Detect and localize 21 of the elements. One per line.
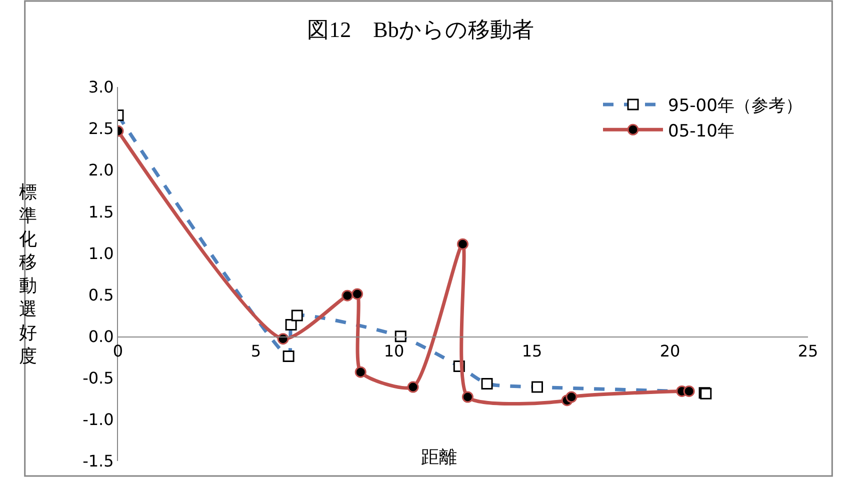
y-tick-label: 1.5 (88, 202, 114, 222)
x-tick-label: 5 (250, 342, 262, 361)
x-axis-title: 距離 (421, 447, 457, 468)
x-tick-label: 10 (384, 342, 404, 361)
chart-title: 図12 Bbからの移動者 (307, 17, 534, 42)
y-tick-label: -1.0 (82, 410, 114, 430)
x-tick-label: 0 (112, 342, 124, 361)
x-tick-label: 15 (522, 342, 542, 361)
y-tick-label: 0.5 (88, 285, 114, 304)
legend-label: 95-00年（参考） (668, 96, 802, 116)
y-tick-label: 0.0 (88, 326, 114, 346)
y-tick-label: 2.5 (88, 119, 114, 138)
x-tick-label: 20 (660, 342, 680, 361)
y-tick-label: -0.5 (82, 368, 114, 388)
x-tick-label: 25 (798, 342, 818, 361)
legend-label: 05-10年 (668, 121, 734, 142)
y-axis-title: 標準化移動選好度 (19, 182, 37, 367)
y-tick-label: 1.0 (88, 244, 114, 263)
y-tick-label: 3.0 (88, 78, 114, 97)
y-tick-label: 2.0 (88, 160, 114, 180)
y-tick-label: -1.5 (82, 452, 114, 471)
